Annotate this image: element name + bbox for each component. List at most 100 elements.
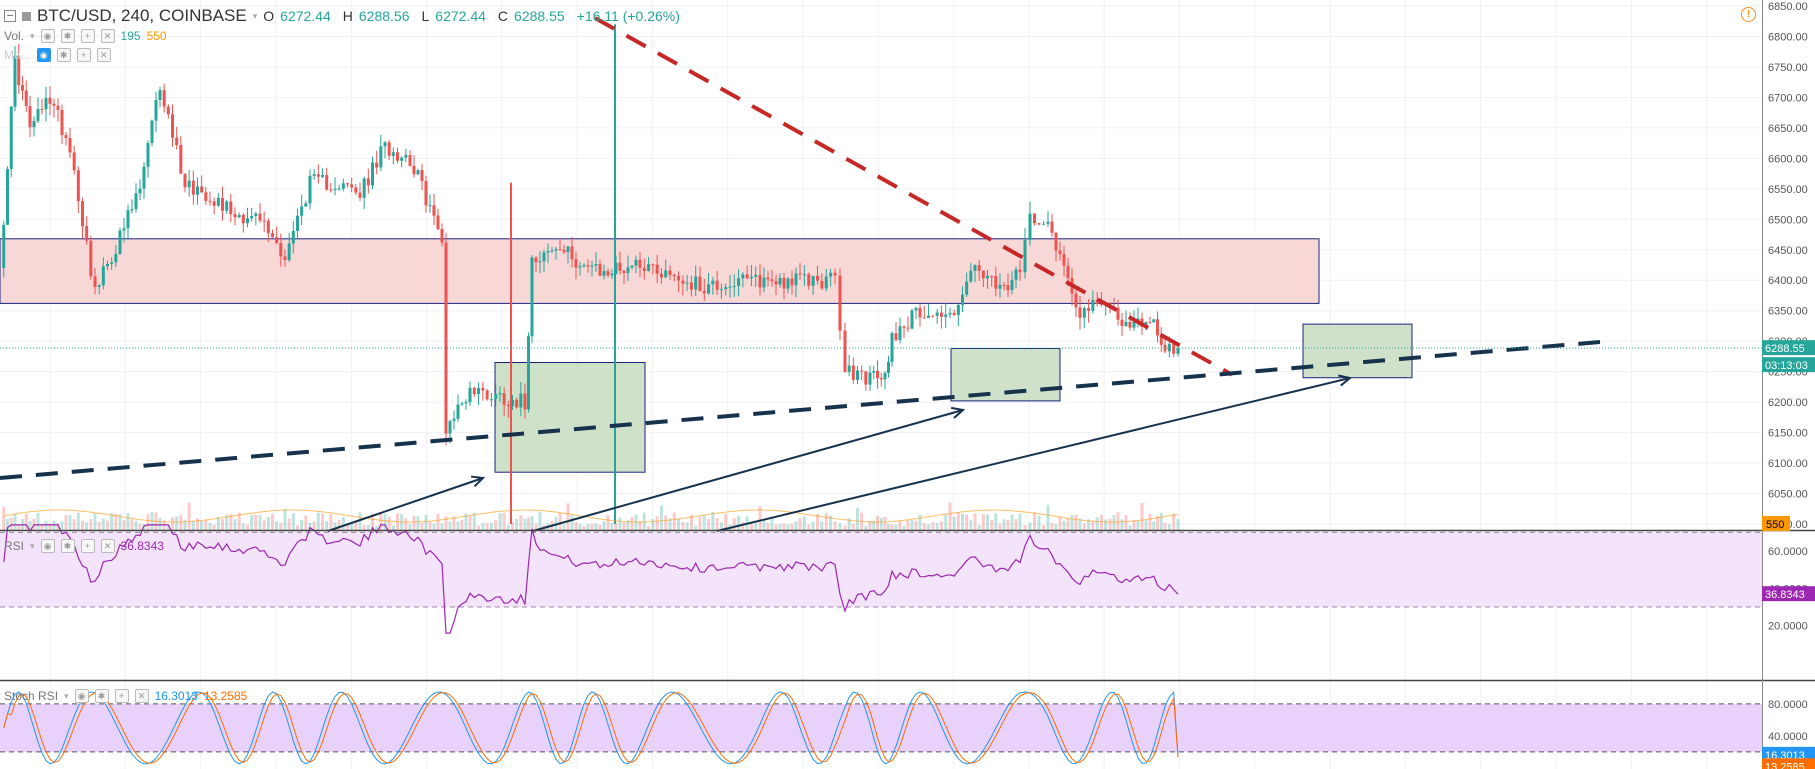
candle <box>566 246 570 264</box>
candle-body <box>237 214 241 218</box>
volume-bar <box>316 512 320 530</box>
volume-bar <box>1120 519 1124 530</box>
candle-body <box>833 272 837 276</box>
volume-bar <box>1148 513 1152 530</box>
volume-bar <box>1033 512 1036 530</box>
candle <box>1156 311 1159 343</box>
candle-body <box>216 198 220 206</box>
candle <box>694 265 698 297</box>
eye-icon[interactable]: ◉ <box>36 48 51 62</box>
candle-body <box>321 175 324 177</box>
caret-down-icon[interactable]: ▾ <box>64 690 69 701</box>
candle <box>154 91 158 132</box>
plus-icon[interactable]: + <box>80 539 95 553</box>
volume-bar <box>558 512 562 530</box>
candle-body <box>56 105 60 110</box>
warning-icon[interactable]: ! <box>1741 7 1756 22</box>
candle <box>1082 306 1086 329</box>
candle <box>358 182 362 202</box>
volume-bar <box>171 517 174 530</box>
candle-body <box>707 284 711 294</box>
candle <box>321 168 324 179</box>
volume-bar <box>233 519 237 530</box>
volume-bar <box>973 513 977 530</box>
candle-body <box>21 85 24 91</box>
close-icon[interactable]: ✕ <box>134 689 149 703</box>
price-tick-label: 6650.00 <box>1768 123 1808 135</box>
candle-body <box>440 229 444 243</box>
eye-icon[interactable]: ◉ <box>40 539 55 553</box>
symbol-title[interactable]: BTC/USD, 240, COINBASE <box>37 6 247 25</box>
candle <box>275 226 279 245</box>
countdown-badge: 03:13:03 <box>1765 360 1808 372</box>
eye-icon[interactable]: ◉ <box>74 689 89 703</box>
candle <box>246 207 249 228</box>
volume-bar <box>64 515 68 530</box>
volume-bar <box>341 517 345 530</box>
volume-bar <box>786 524 790 530</box>
caret-down-icon[interactable]: ▾ <box>30 540 35 551</box>
candle-body <box>1152 319 1156 323</box>
close-icon[interactable]: ✕ <box>96 48 111 62</box>
candle-body <box>1159 335 1163 345</box>
close-icon[interactable]: ✕ <box>100 29 115 43</box>
gear-icon[interactable]: ✱ <box>60 539 75 553</box>
candle <box>396 147 399 164</box>
stoch-tick-label: 40.0000 <box>1768 731 1808 743</box>
ma-label[interactable]: Ma... <box>4 48 31 62</box>
volume-bar <box>981 514 985 530</box>
stoch-band <box>0 703 1762 752</box>
stoch-label[interactable]: Stoch RSI <box>4 689 59 703</box>
volume-bar <box>81 520 84 530</box>
candle-body <box>64 135 68 138</box>
plus-icon[interactable]: + <box>76 48 91 62</box>
volume-label[interactable]: Vol. <box>4 29 25 43</box>
volume-bar <box>1042 524 1045 530</box>
candle <box>935 308 939 324</box>
candle <box>754 266 758 288</box>
caret-down-icon[interactable]: ▾ <box>30 30 35 41</box>
volume-bar <box>17 524 21 530</box>
candle <box>711 276 715 295</box>
candle-body <box>498 393 502 395</box>
volume-bar <box>262 520 266 530</box>
volume-bar <box>737 515 741 530</box>
volume-bar <box>626 520 630 530</box>
caret-down-icon[interactable]: ▾ <box>252 10 258 21</box>
candle-body <box>647 264 651 272</box>
eye-icon[interactable]: ◉ <box>40 29 55 43</box>
volume-bar <box>622 522 626 530</box>
volume-bar <box>922 523 926 530</box>
candle <box>1033 213 1036 226</box>
candle <box>890 331 894 367</box>
candle <box>872 365 876 380</box>
close-icon[interactable]: ✕ <box>100 539 115 553</box>
candle <box>452 410 456 430</box>
volume-bar <box>287 518 291 530</box>
rsi-label[interactable]: RSI <box>4 539 25 553</box>
volume-bar <box>838 523 842 530</box>
candle <box>329 182 333 193</box>
candle-body <box>638 259 642 268</box>
gear-icon[interactable]: ✱ <box>60 29 75 43</box>
plus-icon[interactable]: + <box>80 29 95 43</box>
trendline-red-dashed <box>594 16 1233 377</box>
volume-bar <box>918 514 922 530</box>
candle <box>910 308 914 330</box>
minimize-icon[interactable]: – <box>4 10 16 22</box>
candle <box>387 140 391 161</box>
candle-body <box>630 265 634 268</box>
volume-bar <box>659 505 663 530</box>
gear-icon[interactable]: ✱ <box>94 689 109 703</box>
gear-icon[interactable]: ✱ <box>56 48 71 62</box>
volume-bar <box>685 522 689 530</box>
volume-bar <box>452 516 456 530</box>
candle <box>408 150 412 167</box>
plus-icon[interactable]: + <box>114 689 129 703</box>
candle-body <box>906 327 910 329</box>
volume-bar <box>250 514 254 530</box>
volume-bar <box>448 521 452 530</box>
candle <box>179 136 183 174</box>
volume-bar <box>1087 519 1091 530</box>
